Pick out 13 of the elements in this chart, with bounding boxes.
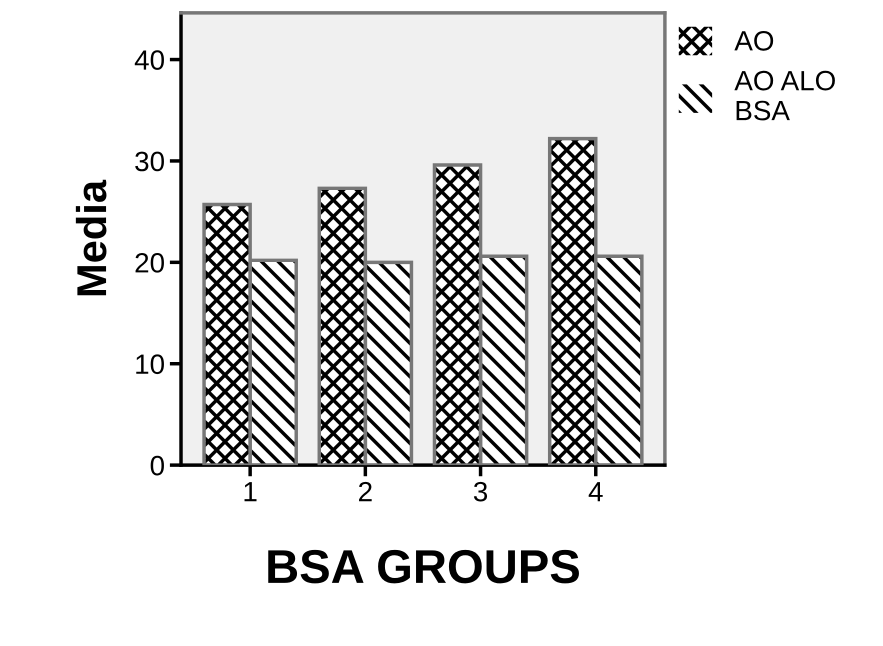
y-tick-label: 40 [134,50,164,70]
x-axis-title: BSA GROUPS [268,550,579,584]
y-axis-title: Media [76,180,106,296]
legend-label: AO ALO BSA [734,70,835,120]
y-tick-label: 20 [136,253,164,273]
legend-label: AO [734,31,774,51]
x-tick-label: 1 [244,482,257,502]
x-tick-label: 4 [588,482,603,502]
x-tick-label: 3 [474,482,488,502]
x-tick-label: 2 [359,482,372,502]
y-tick-label: 30 [135,152,164,172]
y-tick-label: 10 [136,354,164,374]
y-tick-label: 0 [150,456,164,476]
